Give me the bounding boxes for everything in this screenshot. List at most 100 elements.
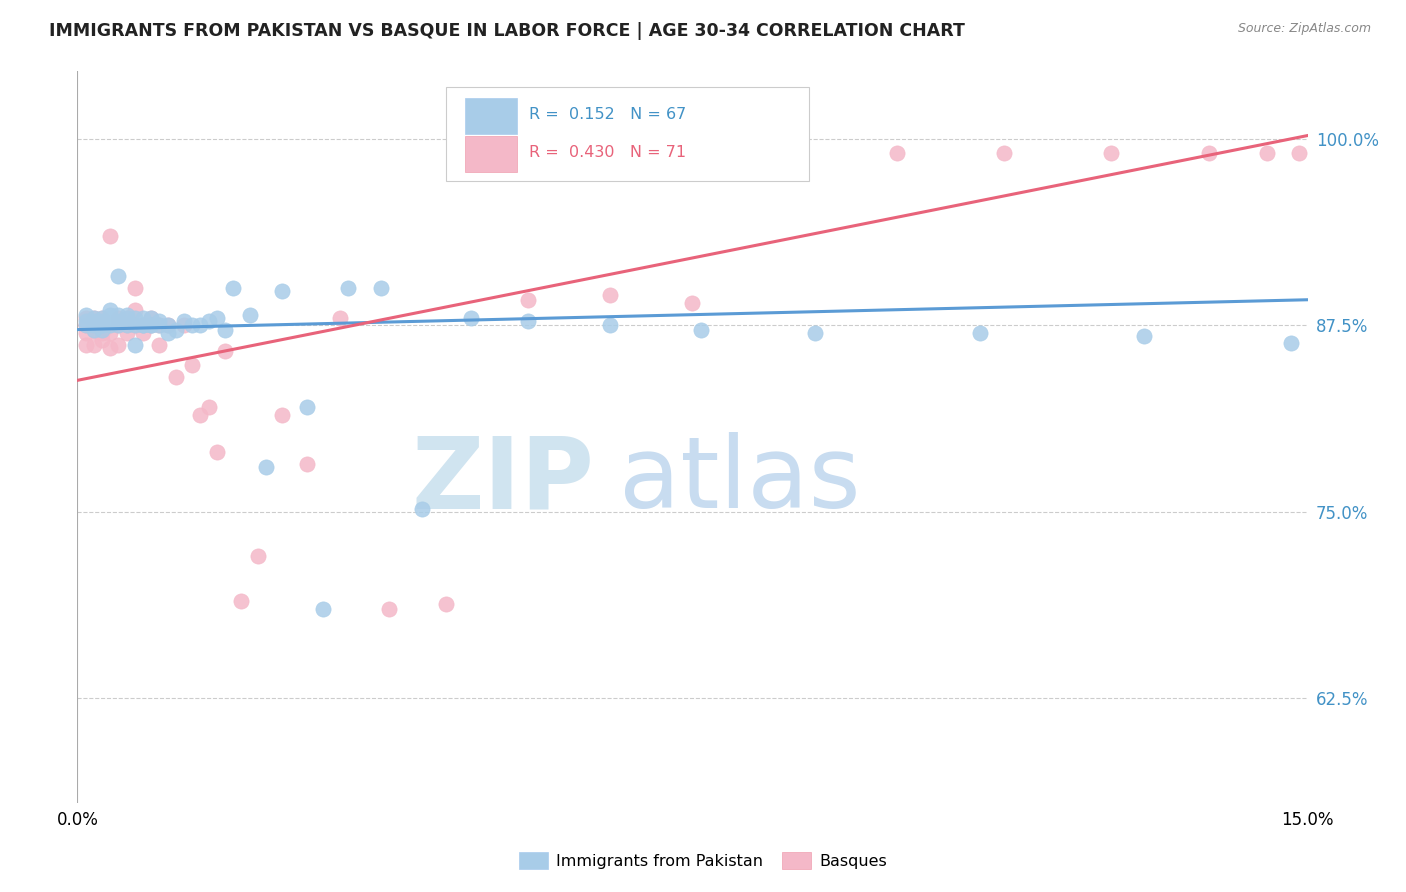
Point (156, 318, 179, 332)
Point (141, 318, 163, 332)
Point (295, 401, 318, 415)
Point (517, 313, 540, 327)
Point (115, 318, 138, 332)
Point (197, 313, 219, 327)
Point (98, 303, 121, 318)
Point (436, 597, 458, 611)
Text: R =  0.152   N = 67: R = 0.152 N = 67 (529, 107, 686, 122)
Point (1288, 146, 1310, 161)
Point (886, 146, 908, 161)
Point (115, 310, 138, 325)
Point (517, 293, 540, 307)
Point (98, 308, 121, 322)
Point (156, 318, 179, 332)
Point (197, 401, 219, 415)
Point (378, 601, 401, 615)
Point (132, 318, 155, 332)
Point (75, 310, 97, 325)
Point (254, 459, 277, 474)
Point (689, 323, 711, 337)
Point (271, 408, 294, 422)
Point (90, 318, 114, 332)
Point (83, 323, 105, 337)
Point (141, 310, 163, 325)
Point (787, 146, 810, 161)
Point (75, 318, 97, 332)
FancyBboxPatch shape (465, 98, 516, 134)
Point (132, 318, 155, 332)
Point (83, 318, 105, 332)
Point (107, 268, 129, 283)
Point (599, 318, 621, 332)
Point (222, 281, 245, 295)
Point (141, 310, 163, 325)
Point (214, 323, 236, 337)
Text: IMMIGRANTS FROM PAKISTAN VS BASQUE IN LABOR FORCE | AGE 30-34 CORRELATION CHART: IMMIGRANTS FROM PAKISTAN VS BASQUE IN LA… (49, 22, 965, 40)
Point (75, 313, 97, 327)
Point (173, 313, 195, 327)
Point (83, 337, 105, 351)
Point (90, 313, 114, 327)
Point (90, 326, 114, 340)
Point (239, 308, 262, 322)
Point (115, 308, 138, 322)
Point (188, 318, 212, 332)
Point (75, 318, 97, 332)
Point (90, 333, 114, 347)
Point (83, 313, 105, 327)
Point (682, 295, 704, 310)
Point (132, 318, 155, 332)
Point (98, 318, 121, 332)
Point (165, 370, 187, 384)
Point (124, 310, 146, 325)
Point (90, 318, 114, 332)
FancyBboxPatch shape (465, 136, 516, 171)
Point (214, 343, 236, 358)
Point (107, 313, 129, 327)
Point (98, 326, 121, 340)
Point (83, 310, 105, 325)
Point (181, 318, 204, 332)
Point (599, 288, 621, 302)
Point (337, 281, 360, 295)
Point (1198, 146, 1220, 161)
Point (98, 341, 121, 355)
Point (132, 326, 155, 340)
Point (173, 318, 195, 332)
Point (271, 284, 294, 298)
Point (124, 337, 146, 351)
Point (969, 326, 991, 340)
Point (460, 310, 482, 325)
Text: R =  0.430   N = 71: R = 0.430 N = 71 (529, 145, 686, 160)
Point (98, 228, 121, 243)
Point (90, 323, 114, 337)
Point (312, 601, 335, 615)
Point (107, 318, 129, 332)
Text: atlas: atlas (619, 433, 860, 530)
Point (115, 326, 138, 340)
Point (98, 310, 121, 325)
Point (75, 308, 97, 322)
Point (90, 310, 114, 325)
Point (188, 408, 212, 422)
Point (132, 310, 155, 325)
Point (98, 313, 121, 327)
Point (75, 337, 97, 351)
Point (1132, 328, 1154, 343)
Point (75, 318, 97, 332)
Legend: Immigrants from Pakistan, Basques: Immigrants from Pakistan, Basques (513, 846, 893, 875)
Point (124, 318, 146, 332)
Point (141, 318, 163, 332)
Point (141, 318, 163, 332)
Point (90, 318, 114, 332)
Point (1256, 146, 1278, 161)
Point (329, 310, 352, 325)
Point (90, 310, 114, 325)
Point (205, 310, 228, 325)
Point (107, 310, 129, 325)
Point (115, 310, 138, 325)
Text: Source: ZipAtlas.com: Source: ZipAtlas.com (1237, 22, 1371, 36)
Point (370, 281, 392, 295)
Point (231, 594, 253, 608)
Point (75, 326, 97, 340)
